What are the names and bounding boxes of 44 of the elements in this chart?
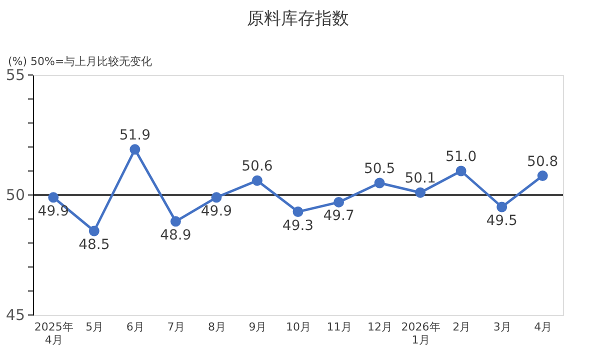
data-label: 50.1 xyxy=(404,170,436,187)
text: (%) 50%=与上月比较无变化 xyxy=(8,55,152,68)
data-label: 48.9 xyxy=(160,227,192,244)
point xyxy=(415,187,426,198)
x-tick-label: 11月 xyxy=(326,320,352,334)
x-tick-label: 10月 xyxy=(286,320,311,334)
point xyxy=(211,192,222,203)
y-tick-label: 45 xyxy=(6,306,25,324)
data-label: 49.7 xyxy=(323,208,354,224)
data-label: 50.6 xyxy=(242,158,273,175)
point xyxy=(456,166,466,176)
data-label: 49.9 xyxy=(200,203,232,220)
data-label: 51.9 xyxy=(119,127,151,144)
data-label: 49.5 xyxy=(486,213,518,229)
data-label: 50.8 xyxy=(527,154,558,170)
point xyxy=(292,206,304,218)
x-tick-label: 7月 xyxy=(167,320,186,334)
point xyxy=(374,178,385,188)
x-tick-label: 8月 xyxy=(208,320,226,334)
data-label: 49.9 xyxy=(38,203,69,220)
x-tick-label: 6月 xyxy=(126,320,144,334)
chart-title: 原料库存指数 xyxy=(247,9,349,29)
data-label: 49.3 xyxy=(282,218,314,234)
x-tick-label: 2025年 4月 xyxy=(34,320,74,346)
point xyxy=(170,216,181,227)
x-tick-label: 3月 xyxy=(493,320,512,334)
x-tick-label: 2月 xyxy=(452,320,471,334)
x-tick-label: 12月 xyxy=(368,320,393,334)
point xyxy=(252,175,262,186)
data-label: 50.5 xyxy=(364,161,396,177)
point xyxy=(88,226,100,236)
x-tick-label: 5月 xyxy=(86,320,104,334)
point xyxy=(537,170,548,182)
y-tick-label: 50 xyxy=(6,186,25,204)
point xyxy=(130,144,140,155)
point xyxy=(48,192,59,203)
point xyxy=(496,202,508,212)
x-tick-label: 4月 xyxy=(534,320,552,334)
x-tick-label: 9月 xyxy=(248,320,267,334)
point xyxy=(334,196,344,208)
y-tick-label: 55 xyxy=(6,66,25,84)
data-label: 51.0 xyxy=(445,149,477,165)
x-tick-label: 2026年 1月 xyxy=(401,320,440,346)
data-label: 48.5 xyxy=(78,237,110,253)
